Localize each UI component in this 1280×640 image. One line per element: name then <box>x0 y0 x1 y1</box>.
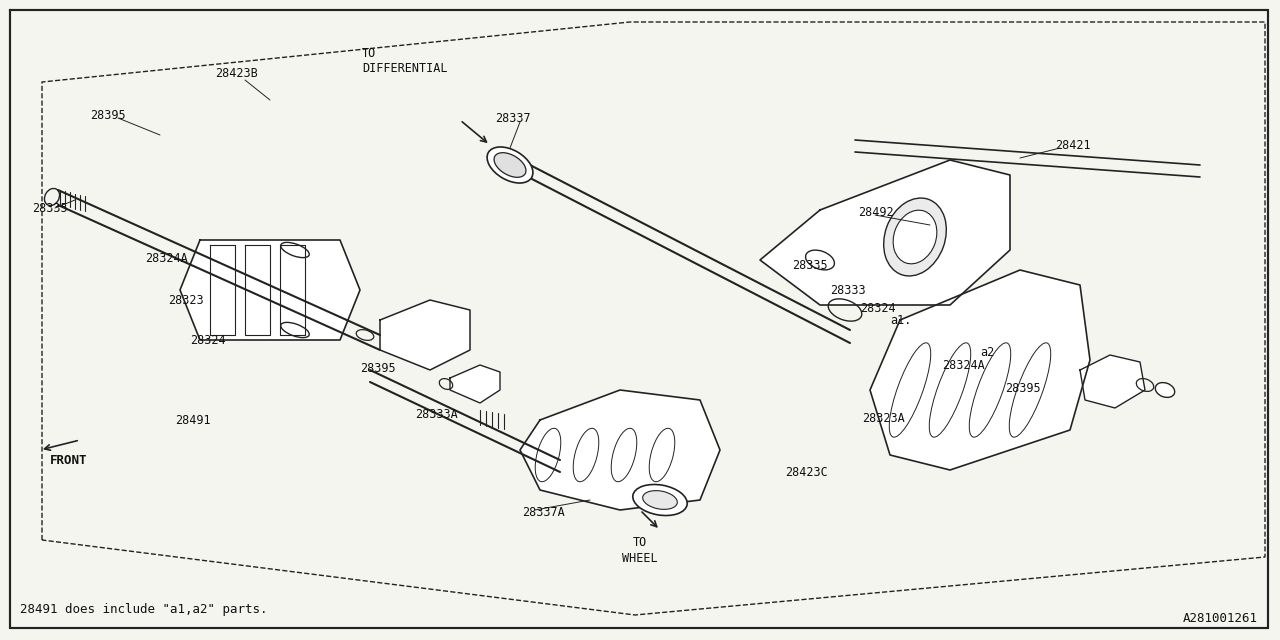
Text: 28395: 28395 <box>360 362 396 374</box>
Polygon shape <box>520 390 721 510</box>
Text: 28492: 28492 <box>858 205 893 218</box>
Text: 28337: 28337 <box>495 111 531 125</box>
Polygon shape <box>380 300 470 370</box>
Ellipse shape <box>632 484 687 516</box>
Text: 28333: 28333 <box>829 284 865 296</box>
Text: 28337A: 28337A <box>522 506 564 518</box>
Text: TO: TO <box>632 536 648 548</box>
Text: 28324: 28324 <box>189 333 225 346</box>
Text: 28335: 28335 <box>792 259 828 271</box>
Polygon shape <box>760 160 1010 305</box>
Text: 28333A: 28333A <box>415 408 458 422</box>
Text: TO: TO <box>362 47 376 60</box>
Text: a1.: a1. <box>890 314 911 326</box>
Text: 28324A: 28324A <box>145 252 188 264</box>
Ellipse shape <box>883 198 946 276</box>
Text: 28395: 28395 <box>1005 381 1041 394</box>
Ellipse shape <box>494 153 526 177</box>
Polygon shape <box>1080 355 1146 408</box>
Ellipse shape <box>488 147 532 183</box>
Text: 28324A: 28324A <box>942 358 984 371</box>
Text: FRONT: FRONT <box>50 454 87 467</box>
Text: 28421: 28421 <box>1055 138 1091 152</box>
Text: 28491: 28491 <box>175 413 211 426</box>
Text: 28395: 28395 <box>90 109 125 122</box>
Polygon shape <box>180 240 360 340</box>
Text: 28335: 28335 <box>32 202 68 214</box>
Ellipse shape <box>1156 383 1175 397</box>
Text: A281001261: A281001261 <box>1183 611 1258 625</box>
Text: 28423B: 28423B <box>215 67 257 79</box>
Text: WHEEL: WHEEL <box>622 552 658 564</box>
Text: 28324: 28324 <box>860 301 896 314</box>
Ellipse shape <box>893 210 937 264</box>
Text: 28423C: 28423C <box>785 465 828 479</box>
Text: a2: a2 <box>980 346 995 358</box>
Text: 28323: 28323 <box>168 294 204 307</box>
Ellipse shape <box>643 491 677 509</box>
Text: 28491 does include "a1,a2" parts.: 28491 does include "a1,a2" parts. <box>20 604 268 616</box>
Text: 28323A: 28323A <box>861 412 905 424</box>
Polygon shape <box>451 365 500 403</box>
Polygon shape <box>870 270 1091 470</box>
Text: DIFFERENTIAL: DIFFERENTIAL <box>362 61 448 74</box>
